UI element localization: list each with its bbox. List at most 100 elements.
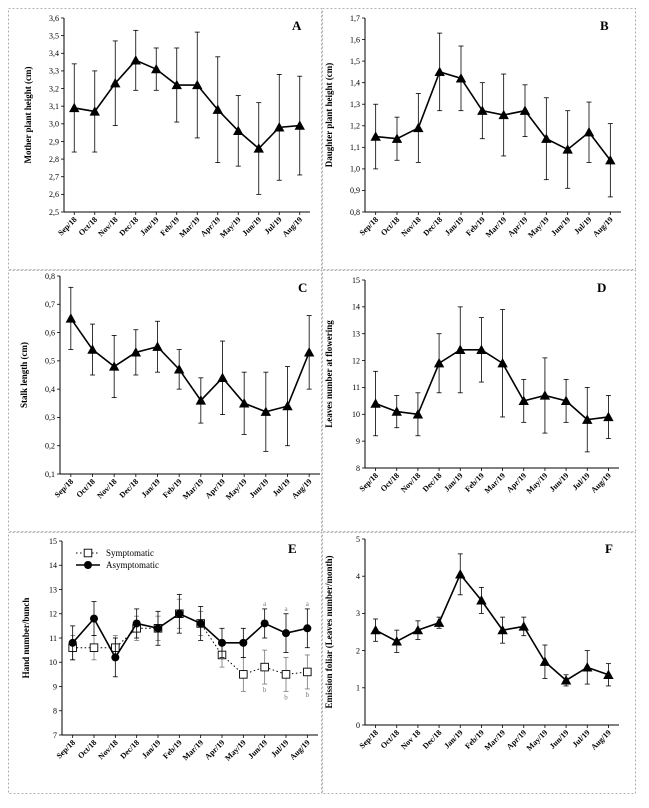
data-point <box>152 341 163 351</box>
data-point <box>218 638 226 647</box>
y-tick-label: 11 <box>352 383 360 392</box>
x-tick-label: Nov/18 <box>399 215 422 238</box>
y-tick-label: 13 <box>352 330 360 339</box>
data-point <box>412 624 424 635</box>
y-tick-label: 2,8 <box>49 155 59 164</box>
data-point <box>541 133 552 143</box>
data-point <box>132 619 141 628</box>
y-tick-label: 1,4 <box>350 78 360 87</box>
y-tick-label: 2,5 <box>49 208 59 217</box>
x-tick-label: Nov 18 <box>399 728 422 751</box>
data-point <box>212 104 223 114</box>
series-line <box>375 70 611 161</box>
data-point <box>605 155 616 165</box>
y-tick-label: 1,1 <box>350 143 360 152</box>
data-point <box>433 617 445 627</box>
x-tick-label: Oct/18 <box>77 215 99 237</box>
data-point <box>562 144 573 154</box>
y-tick-label: 15 <box>352 276 360 285</box>
panel-frame <box>322 8 636 270</box>
data-point <box>303 667 312 677</box>
panel-E: 789101112131415Sep/18Oct/18Nov/18Dec/18J… <box>8 532 322 794</box>
panel-letter: B <box>600 18 609 33</box>
data-point <box>171 79 182 90</box>
y-tick-label: 0,8 <box>350 208 360 217</box>
panel-frame <box>8 532 322 794</box>
y-tick-label: 1,3 <box>350 100 360 109</box>
data-point <box>582 662 593 672</box>
x-tick-label: Apr/19 <box>506 215 529 238</box>
y-tick-label: 10 <box>49 658 57 667</box>
data-point <box>87 344 98 354</box>
y-tick-label: 11 <box>49 634 57 643</box>
x-tick-label: Sep/18 <box>358 471 380 493</box>
y-tick-label: 3,4 <box>49 49 59 58</box>
data-point <box>192 79 203 90</box>
legend-marker <box>83 548 93 558</box>
data-point <box>260 619 269 628</box>
data-point <box>434 66 445 77</box>
panel-frame <box>322 270 636 532</box>
y-tick-label: 12 <box>49 610 57 619</box>
y-tick-label: 3,0 <box>49 120 59 129</box>
x-tick-label: Jun/19 <box>248 477 271 500</box>
data-point <box>455 73 467 83</box>
y-axis-title: Leaves number at flowering <box>324 320 334 428</box>
x-tick-label: Jan/19 <box>138 215 160 237</box>
y-tick-label: 7 <box>53 731 57 740</box>
x-tick-label: Mar/19 <box>483 471 507 495</box>
data-point <box>65 313 77 323</box>
y-tick-label: 10 <box>352 410 360 419</box>
series-line <box>74 59 300 150</box>
y-tick-label: 0,4 <box>45 385 55 394</box>
x-tick-label: Aug/19 <box>591 215 615 239</box>
x-tick-label: Oct/18 <box>379 471 401 493</box>
y-tick-label: 3,6 <box>49 14 59 23</box>
data-point <box>90 614 98 623</box>
data-point <box>68 638 77 647</box>
panel-D: 8 9 10 11 12 13 14 15 Sep/18Oct/18Nov/18Dec/18Ja… <box>322 270 636 532</box>
data-point <box>455 569 466 579</box>
series-main <box>370 553 614 687</box>
x-tick-label: Nov/18 <box>95 477 118 500</box>
x-tick-label: Dec/18 <box>118 477 141 500</box>
data-point <box>282 400 293 411</box>
x-tick-label: Aug/19 <box>589 471 613 495</box>
data-point <box>370 131 381 141</box>
x-tick-label: Aug/19 <box>290 477 314 501</box>
panel-frame <box>322 532 636 794</box>
data-point <box>217 372 228 382</box>
series-line <box>375 349 609 421</box>
data-point <box>260 662 269 672</box>
y-axis-title: Stalk length (cm) <box>19 342 29 408</box>
y-tick-label: 9 <box>356 437 360 446</box>
data-point <box>130 347 142 357</box>
x-tick-label: May/19 <box>525 728 550 753</box>
data-point <box>195 395 207 405</box>
x-tick-label: Aug/19 <box>589 728 613 752</box>
x-tick-label: Jan/19 <box>442 471 464 493</box>
data-point <box>603 411 614 422</box>
panel-A: 2,5 2,6 2,7 2,8 2,9 3,0 3,1 3,2 3,3 3,4 3,5 3,6 Sep/… <box>8 8 322 270</box>
data-point <box>412 409 424 419</box>
data-point <box>111 653 120 662</box>
y-tick-label: 14 <box>352 303 360 312</box>
annotation-bottom: b <box>306 691 310 699</box>
x-tick-label: Feb/19 <box>463 471 486 494</box>
x-tick-label: Nov/18 <box>399 471 422 494</box>
annotation-top: a <box>306 600 310 608</box>
x-tick-label: Dec/18 <box>421 471 444 494</box>
data-point <box>519 105 531 115</box>
x-tick-label: May/19 <box>525 471 550 496</box>
y-tick-label: 3,1 <box>49 102 59 111</box>
panel-letter: C <box>298 280 307 295</box>
data-point <box>282 629 290 638</box>
data-point <box>260 406 272 416</box>
data-point <box>391 636 402 646</box>
x-tick-label: Dec/18 <box>421 728 444 751</box>
y-tick-label: 0 <box>356 721 360 730</box>
x-tick-label: May/19 <box>218 215 243 240</box>
data-point <box>476 344 487 354</box>
x-tick-label: Jan/19 <box>443 215 465 237</box>
